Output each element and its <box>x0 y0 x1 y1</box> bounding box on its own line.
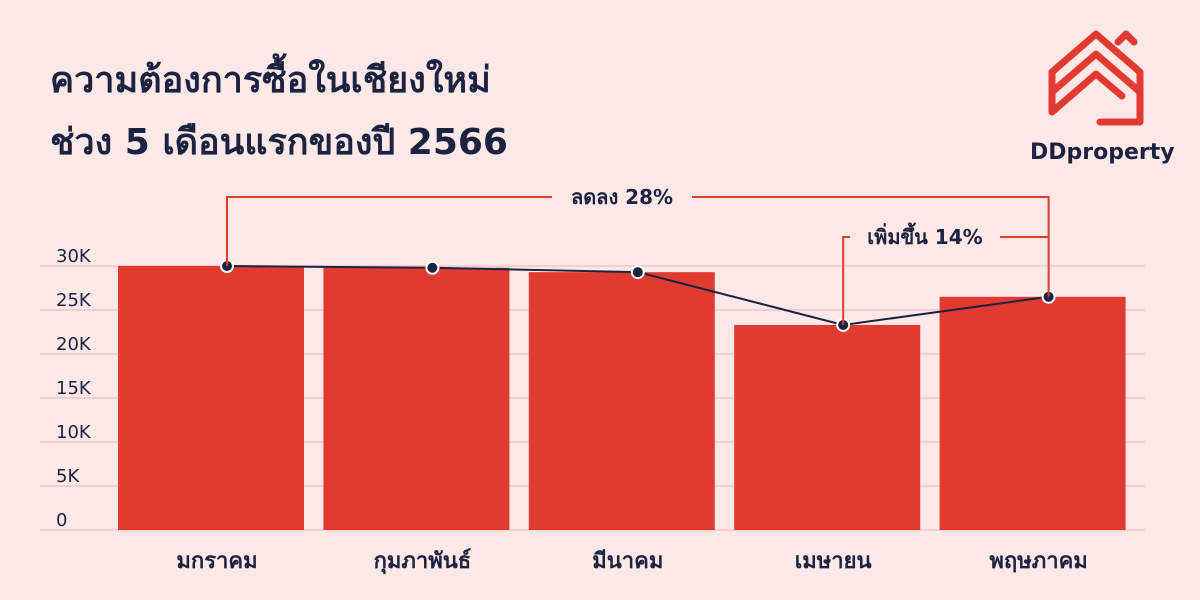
annotation-label-decrease: ลดลง 28% <box>571 185 673 209</box>
chart-title-line-2: ช่วง 5 เดือนแรกของปี 2566 <box>50 122 508 163</box>
bar <box>528 272 715 530</box>
y-tick-label: 30K <box>56 246 92 267</box>
x-tick-label: กุมภาพันธ์ <box>374 548 472 575</box>
bar <box>323 267 510 530</box>
annotation-bracket-increase <box>842 236 850 325</box>
annotation-label-increase: เพิ่มขึ้น 14% <box>867 222 982 249</box>
brand: DDproperty <box>1030 22 1180 165</box>
bar <box>734 324 921 530</box>
data-point <box>425 260 440 275</box>
bar <box>939 296 1126 530</box>
x-tick-label: มกราคม <box>176 549 257 574</box>
x-tick-label: พฤษภาคม <box>989 549 1087 574</box>
y-tick-label: 15K <box>56 378 92 399</box>
title-block: ความต้องการซื้อในเชียงใหม่ ช่วง 5 เดือนแ… <box>50 50 508 174</box>
data-point <box>630 265 645 280</box>
y-tick-label: 10K <box>56 422 92 443</box>
y-tick-label: 0 <box>56 510 67 531</box>
y-tick-label: 25K <box>56 290 92 311</box>
y-tick-label: 5K <box>56 466 80 487</box>
brand-name: DDproperty <box>1030 140 1175 165</box>
x-tick-label: เมษายน <box>795 549 872 574</box>
annotation-bracket-decrease <box>692 196 1050 297</box>
chart-title-line-1: ความต้องการซื้อในเชียงใหม่ <box>50 60 491 101</box>
annotation-bracket-decrease <box>226 196 552 266</box>
y-tick-label: 20K <box>56 334 92 355</box>
ddproperty-house-logo-icon <box>1048 30 1144 126</box>
bar <box>118 266 304 530</box>
x-tick-label: มีนาคม <box>592 549 663 574</box>
